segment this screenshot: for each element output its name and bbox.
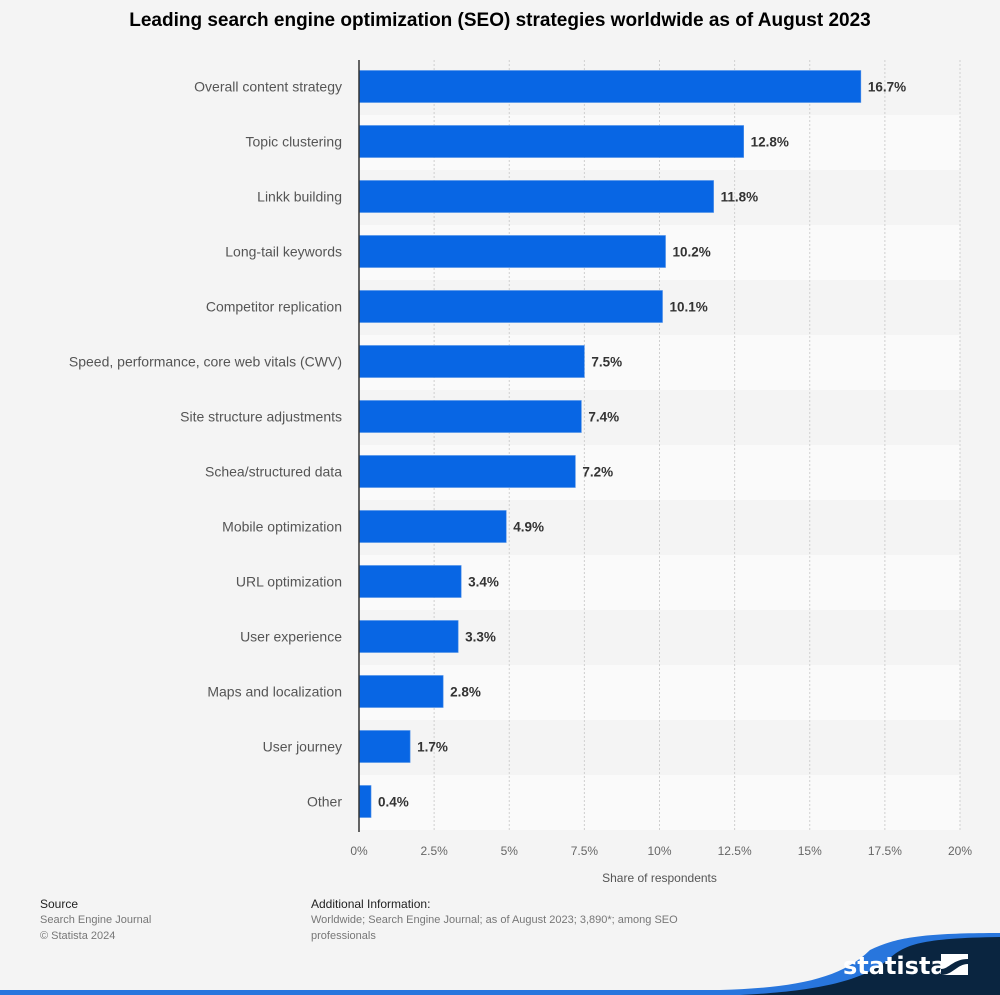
copyright: © Statista 2024: [40, 930, 116, 942]
category-label: User experience: [240, 629, 342, 645]
bar[interactable]: [358, 565, 462, 598]
category-label: Site structure adjustments: [180, 409, 342, 425]
category-label: URL optimization: [236, 574, 342, 590]
source-heading: Source: [40, 897, 79, 911]
x-tick-label: 15%: [798, 844, 822, 858]
value-label: 11.8%: [721, 190, 759, 205]
category-label: Topic clustering: [246, 134, 343, 150]
category-label: Schea/structured data: [205, 464, 342, 480]
value-label: 3.4%: [468, 575, 499, 590]
bar[interactable]: [358, 510, 507, 543]
value-label: 12.8%: [751, 135, 789, 150]
bar[interactable]: [358, 400, 582, 433]
x-tick-label: 12.5%: [718, 844, 752, 858]
statista-logo-icon: [941, 954, 968, 975]
category-label: Long-tail keywords: [225, 244, 342, 260]
additional-info-block: Additional Information: Worldwide; Searc…: [311, 896, 711, 944]
bar[interactable]: [358, 290, 663, 323]
x-axis-title: Share of respondents: [602, 871, 717, 885]
category-label: Overall content strategy: [194, 79, 342, 95]
value-label: 7.5%: [591, 355, 622, 370]
bar[interactable]: [358, 235, 666, 268]
banner-accent-line: [0, 990, 740, 995]
additional-info-heading: Additional Information:: [311, 897, 431, 911]
value-label: 7.4%: [588, 410, 619, 425]
bar[interactable]: [358, 785, 372, 818]
x-tick-label: 5%: [501, 844, 519, 858]
x-tick-label: 0%: [350, 844, 368, 858]
category-label: Other: [307, 794, 342, 810]
bar[interactable]: [358, 675, 444, 708]
bar[interactable]: [358, 180, 714, 213]
x-tick-label: 7.5%: [571, 844, 599, 858]
category-label: Mobile optimization: [222, 519, 342, 535]
statista-logo-text: statista: [843, 952, 947, 980]
bar[interactable]: [358, 455, 576, 488]
banner-dark-shape: [740, 937, 1000, 995]
value-label: 0.4%: [378, 795, 409, 810]
chart-title: Leading search engine optimization (SEO)…: [129, 10, 871, 31]
x-tick-label: 20%: [948, 844, 972, 858]
value-label: 4.9%: [513, 520, 544, 535]
category-label: Speed, performance, core web vitals (CWV…: [69, 354, 342, 370]
source-name[interactable]: Search Engine Journal: [40, 914, 152, 926]
category-label: Maps and localization: [207, 684, 342, 700]
additional-info-text: Worldwide; Search Engine Journal; as of …: [311, 914, 678, 942]
value-label: 10.1%: [670, 300, 708, 315]
value-label: 10.2%: [673, 245, 711, 260]
value-label: 16.7%: [868, 80, 906, 95]
category-label: Linkk building: [257, 189, 342, 205]
category-label: Competitor replication: [206, 299, 342, 315]
bar[interactable]: [358, 125, 744, 158]
x-tick-label: 10%: [647, 844, 671, 858]
value-label: 1.7%: [417, 740, 448, 755]
bar[interactable]: [358, 70, 862, 103]
source-block: Source Search Engine Journal © Statista …: [40, 896, 151, 944]
x-tick-label: 2.5%: [420, 844, 448, 858]
category-label: User journey: [263, 739, 342, 755]
bar-chart: Overall content strategy 16.7% Topic clust…: [69, 60, 972, 885]
value-label: 3.3%: [465, 630, 496, 645]
value-label: 2.8%: [450, 685, 481, 700]
value-label: 7.2%: [582, 465, 613, 480]
bar[interactable]: [358, 620, 459, 653]
bar[interactable]: [358, 345, 585, 378]
bar[interactable]: [358, 730, 411, 763]
x-tick-label: 17.5%: [868, 844, 902, 858]
